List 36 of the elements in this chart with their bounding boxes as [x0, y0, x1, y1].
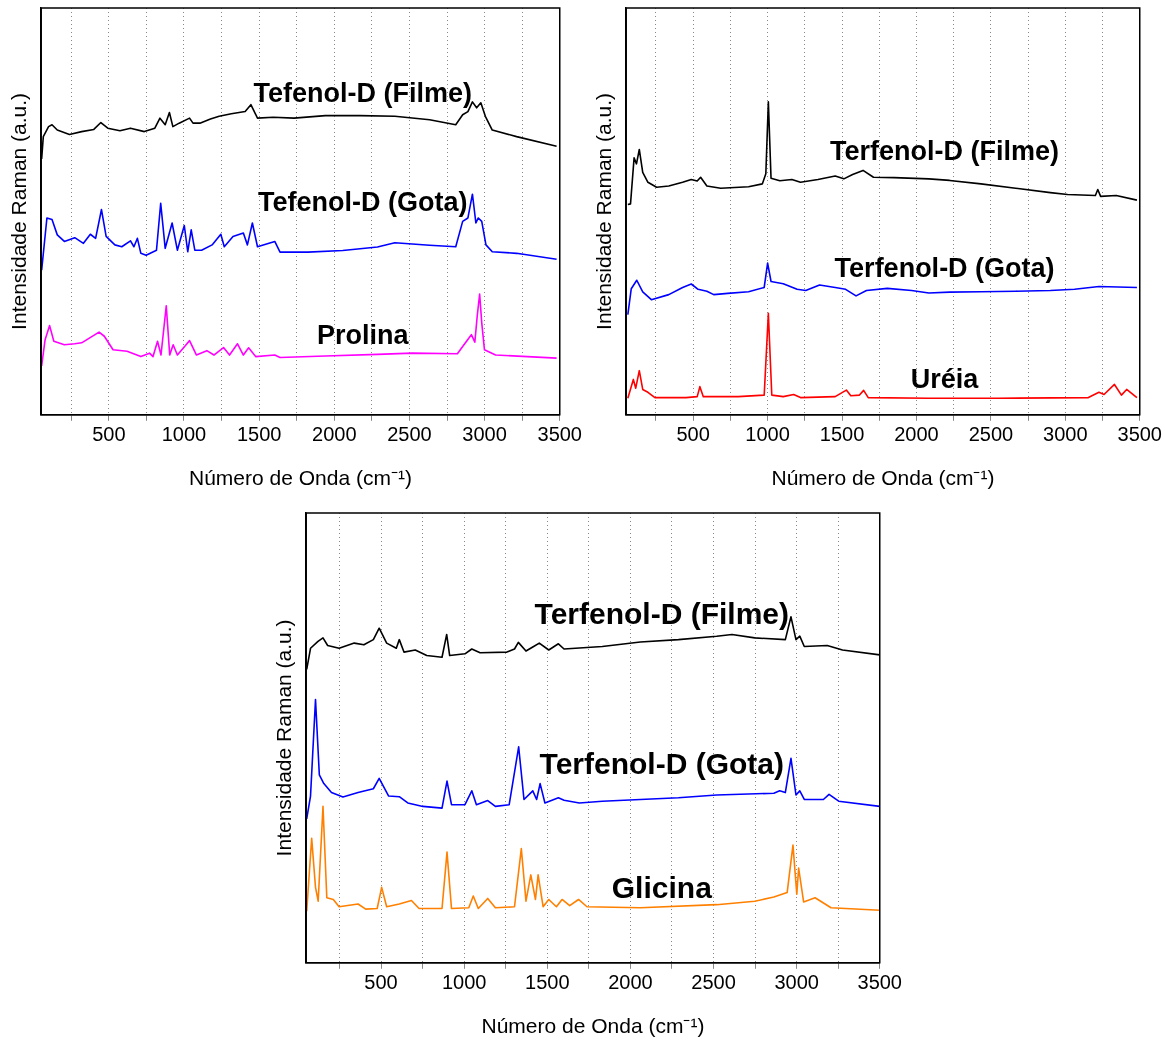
x-tick-label: 1000 [161, 423, 207, 446]
x-tick-label: 3500 [1117, 423, 1162, 446]
x-tick-label: 2500 [387, 423, 432, 446]
x-tick-label: 3000 [462, 423, 507, 446]
x-tick-label: 1000 [441, 971, 487, 994]
x-tick-label: 3000 [1043, 423, 1088, 446]
y-axis-title: Intensidade Raman (a.u.) [592, 92, 616, 330]
x-tick-label: 1500 [525, 971, 570, 994]
x-axis-title: Número de Onda (cm⁻¹) [189, 466, 412, 490]
x-tick-label: 3500 [537, 423, 582, 446]
x-tick-label: 2000 [608, 971, 653, 994]
series-label: Terfenol-D (Gota) [539, 746, 785, 780]
series-label: Terfenol-D (Filme) [830, 136, 1060, 167]
x-tick-label: 3000 [774, 971, 819, 994]
series-label: Prolina [316, 320, 410, 351]
series-label: Terfenol-D (Gota) [834, 253, 1055, 284]
series-label: Uréia [910, 364, 980, 395]
x-tick-label: 1500 [819, 423, 865, 446]
series-label: Terfenol-D (Filme) [534, 597, 790, 631]
x-tick-label: 2000 [312, 423, 357, 446]
x-tick-label: 2500 [968, 423, 1014, 446]
y-axis-title: Intensidade Raman (a.u.) [7, 92, 31, 330]
x-axis-title: Número de Onda (cm⁻¹) [771, 466, 995, 490]
series-label: Tefenol-D (Gota) [257, 187, 468, 218]
x-tick-label: 2000 [894, 423, 939, 446]
x-axis-title: Número de Onda (cm⁻¹) [481, 1014, 705, 1038]
x-tick-label: 500 [92, 423, 126, 446]
series-label: Glicina [611, 870, 713, 904]
series-label: Tefenol-D (Filme) [253, 77, 472, 108]
x-tick-label: 1500 [236, 423, 282, 446]
x-tick-label: 3500 [857, 971, 902, 994]
x-tick-label: 2500 [691, 971, 736, 994]
y-axis-title: Intensidade Raman (a.u.) [272, 619, 296, 857]
x-tick-label: 1000 [745, 423, 790, 446]
x-tick-label: 500 [364, 971, 398, 994]
x-tick-label: 500 [676, 423, 710, 446]
